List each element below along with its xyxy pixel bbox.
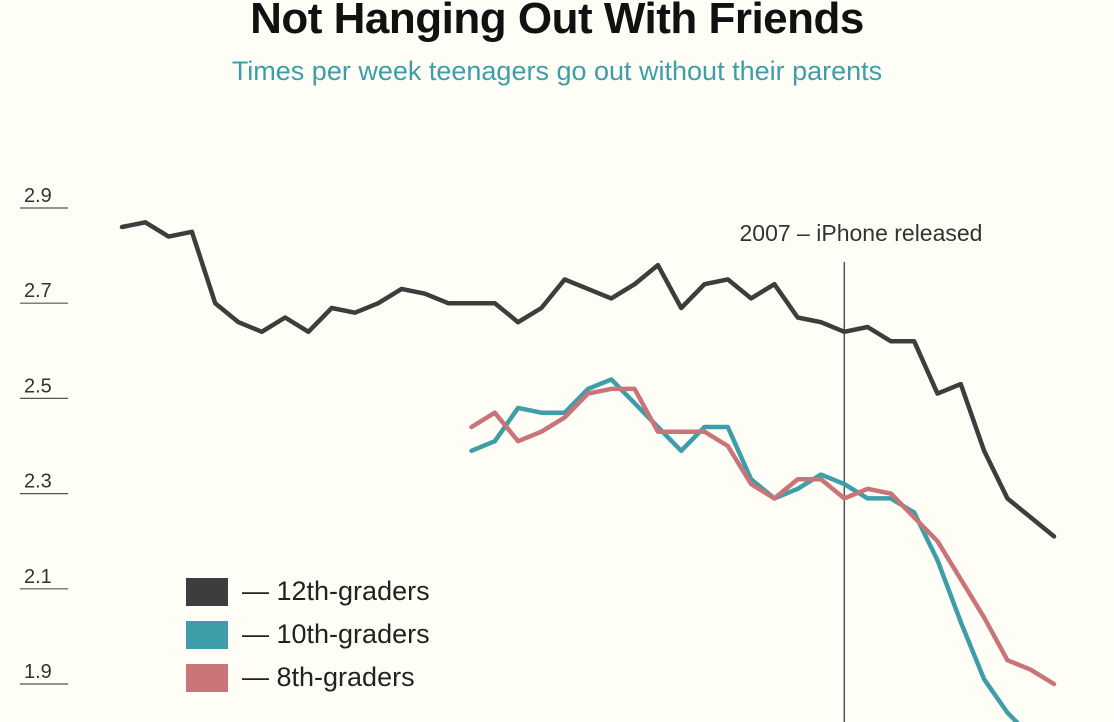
series-lines — [119, 220, 1057, 722]
annotation: 2007 – iPhone released — [740, 220, 983, 722]
legend-item-8th: — 8th-graders — [186, 656, 430, 699]
series-line-8th-graders — [469, 386, 1057, 687]
legend-swatch-8th — [186, 663, 228, 692]
series-line-10th-graders — [469, 377, 1020, 722]
y-tick-label: 2.9 — [24, 185, 52, 207]
legend-item-12th: — 12th-graders — [186, 570, 430, 613]
y-axis-ticks: 2.9 2.7 2.5 2.3 2.1 1.9 — [20, 185, 68, 685]
legend-swatch-12th — [186, 577, 228, 606]
y-tick-label: 2.3 — [24, 471, 52, 493]
legend-label-12th: — 12th-graders — [242, 576, 430, 606]
y-tick-label: 1.9 — [24, 661, 52, 683]
chart-title: Not Hanging Out With Friends — [250, 0, 864, 43]
series-line-12th-graders — [119, 220, 1057, 539]
chart-subtitle: Times per week teenagers go out without … — [231, 56, 883, 86]
y-tick-label: 2.7 — [24, 280, 52, 302]
y-tick-label: 2.1 — [24, 566, 52, 588]
legend: — 12th-graders — 10th-graders — 8th-grad… — [186, 570, 430, 699]
legend-label-10th: — 10th-graders — [242, 619, 430, 649]
iphone-release-label: 2007 – iPhone released — [740, 220, 983, 246]
legend-swatch-10th — [186, 620, 228, 649]
y-tick-label: 2.5 — [24, 375, 52, 397]
legend-label-8th: — 8th-graders — [242, 662, 415, 692]
legend-item-10th: — 10th-graders — [186, 613, 430, 656]
